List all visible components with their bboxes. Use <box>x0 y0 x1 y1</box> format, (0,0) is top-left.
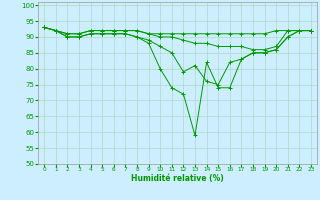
X-axis label: Humidité relative (%): Humidité relative (%) <box>131 174 224 183</box>
